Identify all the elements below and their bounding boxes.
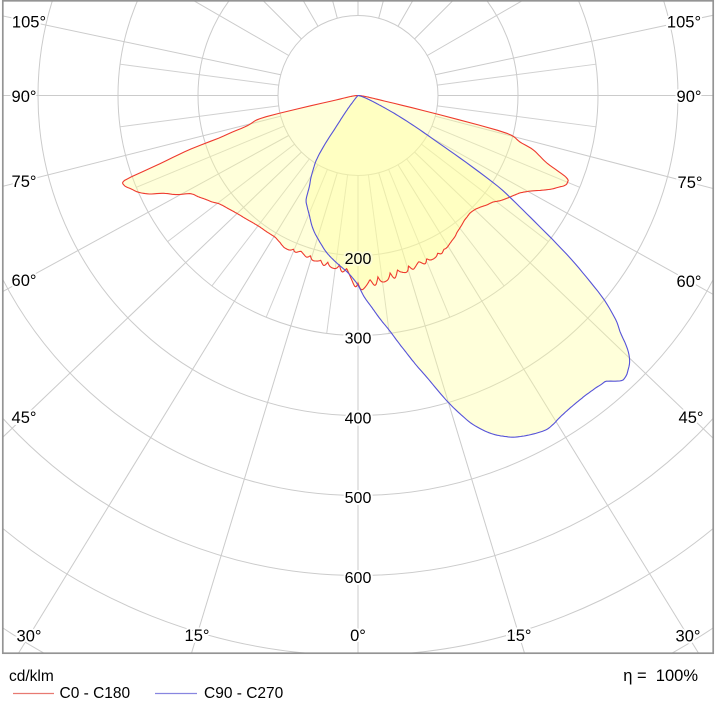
svg-text:500: 500 — [345, 490, 372, 507]
svg-text:0°: 0° — [350, 627, 366, 645]
svg-text:45°: 45° — [12, 409, 37, 427]
svg-text:200: 200 — [345, 251, 372, 268]
svg-text:60°: 60° — [12, 272, 37, 290]
svg-text:η = 100%: η = 100% — [623, 667, 698, 685]
svg-text:75°: 75° — [678, 174, 703, 192]
svg-text:300: 300 — [345, 330, 372, 347]
svg-text:15°: 15° — [185, 627, 210, 645]
svg-text:cd/klm: cd/klm — [9, 668, 54, 685]
svg-text:90°: 90° — [677, 88, 702, 106]
svg-text:105°: 105° — [12, 13, 46, 31]
svg-text:30°: 30° — [676, 627, 701, 645]
svg-text:75°: 75° — [12, 173, 37, 191]
svg-text:C0 - C180: C0 - C180 — [60, 685, 131, 702]
svg-text:105°: 105° — [667, 13, 701, 31]
svg-text:60°: 60° — [677, 273, 702, 291]
svg-text:15°: 15° — [507, 627, 532, 645]
svg-text:400: 400 — [345, 410, 372, 427]
svg-text:90°: 90° — [12, 88, 37, 106]
svg-text:30°: 30° — [17, 627, 42, 645]
svg-text:45°: 45° — [679, 409, 704, 427]
svg-text:600: 600 — [345, 570, 372, 587]
svg-text:C90 - C270: C90 - C270 — [204, 685, 284, 702]
